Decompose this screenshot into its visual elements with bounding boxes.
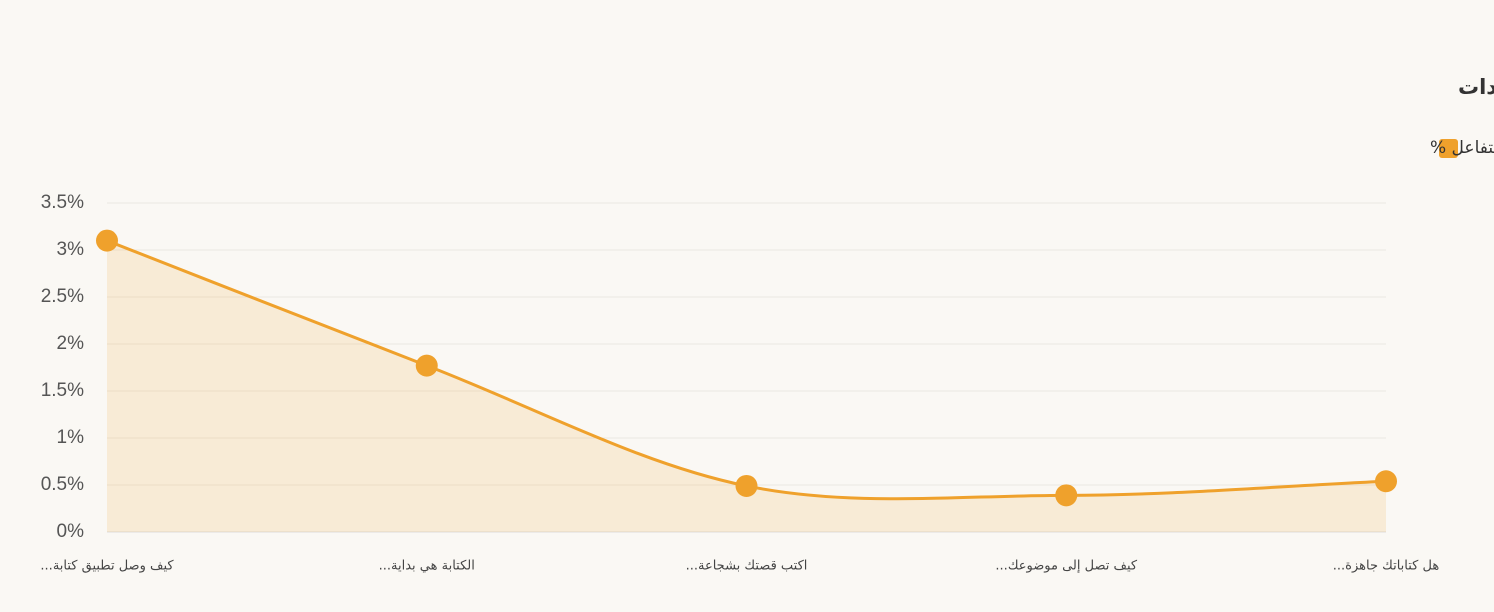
point [1055, 484, 1078, 507]
point [96, 229, 118, 252]
x-tick-label: هل كتاباتك جاهزة... [1333, 559, 1440, 574]
x-tick-label: الكتابة هي بداية... [379, 559, 475, 574]
legend-label: معدّل التفاعل % [1430, 138, 1494, 158]
y-tick-label: 1% [57, 427, 85, 448]
y-tick-label: 0.5% [41, 474, 84, 495]
y-tick-label: 2% [57, 333, 85, 354]
area [107, 240, 1386, 532]
y-tick-label: 3.5% [41, 192, 84, 213]
y-tick-label: 3% [57, 239, 85, 260]
x-tick-label: كيف وصل تطبيق كتابة... [40, 559, 174, 574]
y-tick-label: 0% [57, 521, 85, 542]
x-tick-label: اكتب قصتك بشجاعة... [686, 559, 808, 574]
point [415, 354, 438, 377]
x-tick-label: كيف تصل إلى موضوعك... [995, 559, 1137, 574]
legend-swatch [1439, 139, 1458, 158]
point [735, 474, 758, 497]
y-tick-label: 2.5% [41, 286, 84, 307]
y-tick-label: 1.5% [41, 380, 84, 401]
chart-title: نسبة التفاعل (إعجابات + تعليقات) من المش… [1458, 75, 1494, 99]
point [1375, 470, 1397, 493]
